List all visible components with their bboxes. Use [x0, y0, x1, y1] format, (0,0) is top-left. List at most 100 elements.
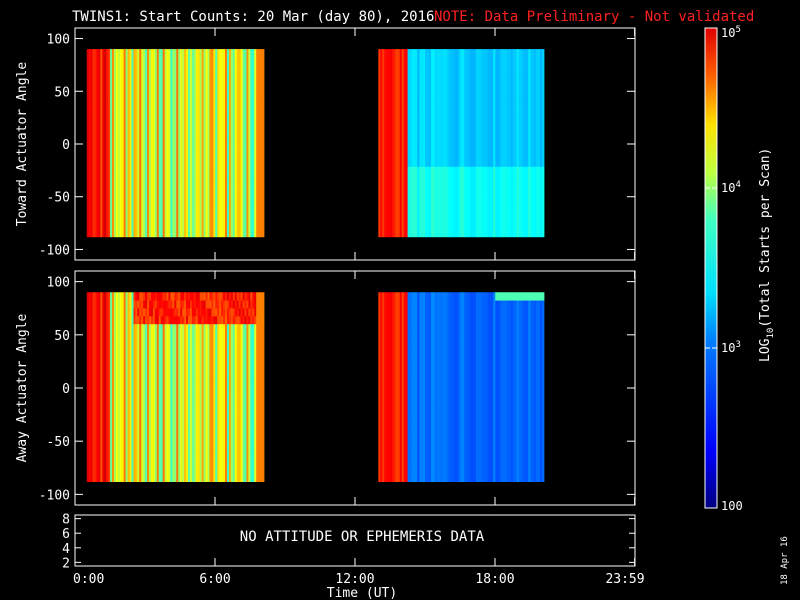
toward-heatmap-cell	[415, 221, 418, 230]
toward-heatmap-cell	[125, 96, 128, 105]
toward-heatmap-cell	[442, 221, 445, 230]
toward-heatmap-cell	[540, 135, 543, 144]
toward-heatmap-cell	[246, 119, 249, 128]
toward-heatmap-cell	[407, 150, 410, 159]
toward-heatmap-cell	[108, 221, 111, 230]
toward-heatmap-cell	[460, 150, 463, 159]
toward-heatmap-cell	[110, 182, 113, 191]
away-heatmap-cell	[98, 418, 101, 427]
toward-heatmap-cell	[458, 166, 461, 175]
toward-heatmap-cell	[178, 142, 181, 152]
toward-heatmap-cell	[382, 228, 385, 238]
toward-heatmap-cell	[219, 197, 222, 206]
away-heatmap-cell	[110, 323, 113, 333]
toward-heatmap-cell	[483, 88, 486, 97]
toward-heatmap-cell	[479, 221, 483, 230]
toward-heatmap-cell	[522, 197, 525, 206]
toward-heatmap-cell	[501, 182, 504, 191]
away-heatmap-cell	[100, 300, 103, 309]
toward-heatmap-cell	[501, 49, 504, 58]
toward-heatmap-cell	[158, 142, 162, 152]
toward-heatmap-cell	[444, 119, 447, 128]
toward-heatmap-cell	[403, 150, 407, 159]
toward-heatmap-cell	[425, 142, 428, 152]
toward-heatmap-cell	[397, 221, 401, 230]
toward-heatmap-cell	[397, 56, 401, 66]
toward-heatmap-cell	[384, 49, 387, 58]
toward-heatmap-cell	[448, 182, 451, 191]
toward-heatmap-cell	[448, 88, 451, 97]
toward-heatmap-cell	[260, 135, 263, 144]
toward-heatmap-cell	[258, 64, 261, 73]
toward-heatmap-cell	[104, 174, 107, 183]
toward-heatmap-cell	[119, 158, 123, 167]
toward-heatmap-cell	[505, 80, 508, 89]
toward-heatmap-cell	[536, 135, 539, 144]
toward-heatmap-cell	[213, 205, 216, 214]
toward-heatmap-cell	[495, 56, 498, 66]
toward-heatmap-cell	[125, 189, 128, 199]
toward-heatmap-cell	[254, 189, 257, 199]
toward-heatmap-cell	[147, 72, 150, 81]
toward-heatmap-cell	[254, 150, 257, 159]
toward-heatmap-cell	[454, 127, 457, 136]
toward-heatmap-cell	[520, 189, 523, 199]
toward-heatmap-cell	[512, 119, 516, 128]
toward-heatmap-cell	[526, 103, 529, 113]
toward-heatmap-cell	[170, 174, 173, 183]
toward-heatmap-cell	[522, 213, 525, 222]
toward-heatmap-cell	[512, 64, 516, 73]
toward-heatmap-cell	[430, 166, 434, 175]
toward-heatmap-cell	[518, 158, 522, 167]
toward-heatmap-cell	[397, 174, 401, 183]
toward-heatmap-cell	[230, 174, 234, 183]
toward-heatmap-cell	[421, 221, 424, 230]
toward-heatmap-cell	[388, 205, 391, 214]
toward-heatmap-cell	[129, 72, 132, 81]
toward-heatmap-cell	[467, 158, 471, 167]
toward-heatmap-cell	[112, 205, 115, 214]
toward-heatmap-cell	[446, 96, 449, 105]
toward-heatmap-cell	[195, 174, 199, 183]
toward-heatmap-cell	[166, 221, 169, 230]
toward-heatmap-cell	[491, 158, 494, 167]
toward-heatmap-cell	[497, 213, 500, 222]
toward-heatmap-cell	[221, 189, 224, 199]
toward-heatmap-cell	[258, 197, 261, 206]
toward-heatmap-cell	[172, 88, 175, 97]
toward-heatmap-cell	[104, 119, 107, 128]
away-heatmap-cell	[108, 315, 111, 325]
toward-heatmap-cell	[462, 197, 465, 206]
away-heatmap-cell	[100, 426, 103, 435]
toward-heatmap-cell	[254, 142, 257, 152]
toward-heatmap-cell	[100, 103, 103, 113]
toward-heatmap-cell	[158, 182, 162, 191]
toward-heatmap-cell	[538, 150, 541, 159]
toward-heatmap-cell	[150, 119, 154, 128]
toward-heatmap-cell	[499, 150, 502, 159]
toward-heatmap-cell	[197, 111, 201, 120]
toward-heatmap-cell	[417, 103, 420, 113]
toward-heatmap-cell	[411, 221, 414, 230]
away-heatmap-cell	[96, 386, 99, 396]
toward-heatmap-cell	[244, 64, 247, 73]
toward-heatmap-cell	[524, 213, 527, 222]
toward-heatmap-cell	[170, 166, 173, 175]
toward-heatmap-cell	[223, 142, 226, 152]
toward-heatmap-cell	[248, 88, 251, 97]
away-heatmap-cell	[123, 473, 127, 482]
toward-heatmap-cell	[129, 49, 132, 58]
toward-heatmap-cell	[174, 64, 177, 73]
away-heatmap-cell	[92, 410, 95, 419]
toward-heatmap-cell	[127, 189, 130, 199]
toward-heatmap-cell	[254, 197, 257, 206]
toward-heatmap-cell	[434, 56, 438, 66]
toward-heatmap-cell	[479, 111, 483, 120]
toward-heatmap-cell	[223, 88, 226, 97]
toward-heatmap-cell	[90, 135, 93, 144]
toward-heatmap-cell	[143, 158, 146, 167]
toward-heatmap-cell	[413, 56, 416, 66]
toward-heatmap-cell	[427, 127, 430, 136]
toward-heatmap-cell	[378, 228, 381, 238]
